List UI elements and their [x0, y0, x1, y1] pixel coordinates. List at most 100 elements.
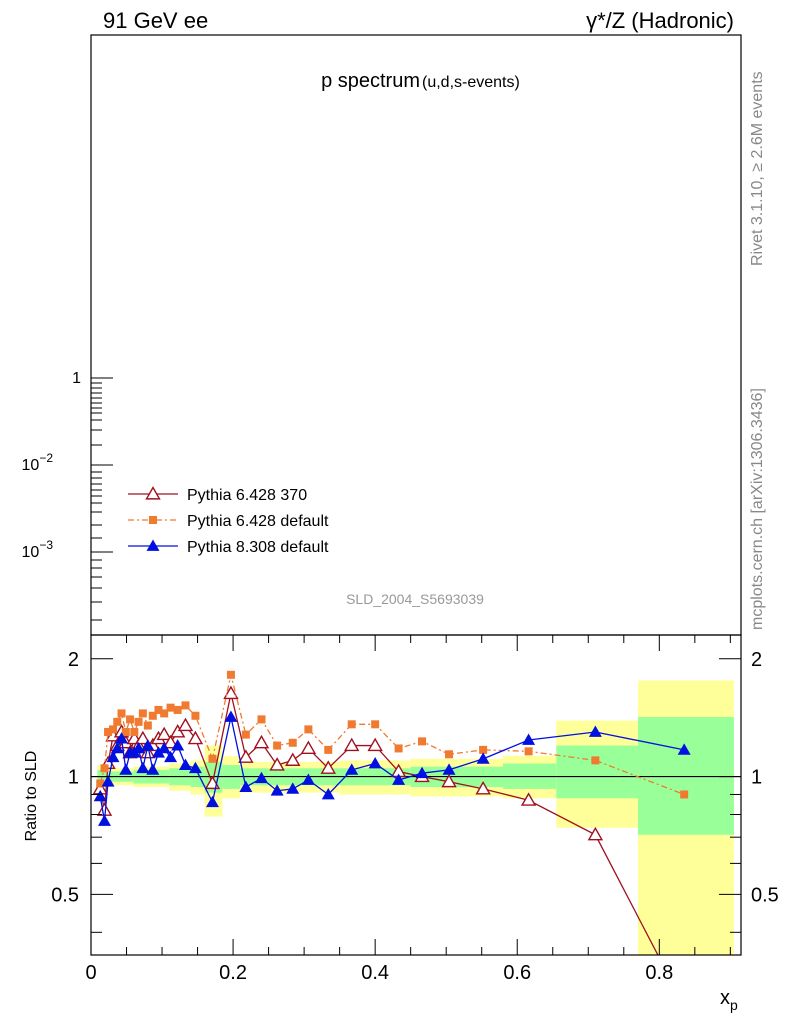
series-point: [522, 733, 536, 745]
header-energy-label: 91 GeV ee: [103, 8, 208, 33]
series-point: [138, 709, 147, 718]
side-mcplots-label: mcplots.cern.ch [arXiv:1306.3436]: [749, 388, 766, 630]
series-point: [106, 750, 120, 763]
series-point: [126, 715, 135, 724]
series-point: [162, 734, 179, 749]
series-point: [119, 763, 133, 775]
series-point: [286, 782, 300, 794]
series-point: [257, 715, 266, 724]
series-point: [117, 709, 126, 718]
series-point: [132, 741, 146, 754]
series-point: [141, 739, 155, 751]
series-point: [238, 749, 254, 763]
main-title-suffix: (u,d,s-events): [422, 74, 520, 91]
main-y-tick-label: 1: [72, 370, 81, 387]
series-point: [208, 754, 217, 763]
series-point: [441, 773, 457, 788]
series-point: [678, 999, 691, 1010]
series-point: [304, 725, 313, 734]
series-point: [273, 741, 282, 750]
series-point: [146, 763, 160, 775]
main-y-tick-exponent: −2: [39, 451, 53, 465]
main-y-axis: 1 10−2 10−3: [22, 370, 113, 621]
series-point: [270, 784, 284, 796]
main-y-tick-label: 10−2: [22, 451, 54, 474]
main-title: p spectrum: [321, 70, 420, 92]
series-point: [680, 790, 689, 799]
ratio-x-tick-label: 0.4: [361, 962, 389, 984]
series-point: [113, 717, 122, 726]
series-point: [160, 709, 169, 718]
series-point: [415, 766, 429, 779]
side-rivet-label: Rivet 3.1.10, ≥ 2.6M events: [749, 71, 766, 266]
main-y-tick-exponent: −3: [39, 538, 53, 552]
series-point: [136, 761, 150, 774]
ratio-series: [92, 670, 691, 1010]
analysis-watermark: SLD_2004_S5693039: [346, 591, 484, 607]
series-point: [135, 730, 151, 745]
series-point: [301, 773, 315, 785]
series-point: [115, 732, 129, 744]
legend-marker: [146, 539, 160, 551]
series-point: [134, 717, 143, 726]
series-point: [93, 789, 107, 802]
ratio-y-tick-label: 1: [68, 767, 79, 789]
series-point: [587, 826, 604, 841]
series-point: [104, 727, 113, 736]
ratio-x-tick-label: 0.2: [219, 962, 247, 984]
ratio-y-tick-label-right: 2: [751, 649, 762, 671]
series-point: [205, 795, 219, 808]
legend-label: Pythia 8.308 default: [187, 539, 329, 556]
series-point: [442, 763, 456, 775]
series-point: [239, 780, 253, 792]
series-point: [173, 705, 182, 714]
series-point: [156, 726, 172, 741]
series-point: [479, 745, 488, 754]
series-point: [224, 710, 238, 722]
series-point: [392, 773, 406, 785]
series-point: [345, 763, 359, 775]
series-point: [241, 730, 250, 739]
series-point: [254, 771, 268, 784]
x-axis-label-main: x: [720, 987, 730, 1009]
series-point: [101, 775, 115, 787]
series-point: [226, 670, 235, 679]
series-point: [157, 741, 171, 754]
series-point: [188, 761, 202, 774]
series-point: [166, 703, 175, 712]
series-point: [96, 802, 113, 816]
series-point: [191, 711, 200, 720]
series-point: [445, 750, 454, 759]
series-point: [178, 758, 192, 770]
series-point: [169, 724, 186, 738]
series-point: [475, 780, 491, 795]
ratio-axes: 0.5 0.5 1 1 2 2 0 0.2 0.4 0.6 0.8: [51, 635, 779, 984]
band-inner: [637, 716, 734, 835]
series-point: [394, 744, 403, 753]
series-point: [96, 779, 105, 788]
series-point: [121, 727, 130, 736]
ratio-y-tick-label: 2: [68, 649, 79, 671]
series-point: [300, 740, 317, 755]
main-y-tick-label: 10−3: [22, 538, 54, 561]
x-axis-label: xp: [720, 987, 738, 1013]
series-point: [418, 737, 427, 746]
series-point: [110, 741, 124, 754]
series-point: [154, 705, 163, 714]
series-line: [99, 674, 685, 796]
series-point: [524, 747, 533, 756]
series-point: [344, 737, 360, 752]
series-point: [588, 725, 602, 737]
series-point: [288, 738, 297, 747]
legend-marker: [145, 486, 161, 500]
series-point: [143, 721, 152, 730]
y-axis-label: Ratio to SLD: [23, 751, 40, 842]
legend-label: Pythia 6.428 default: [187, 513, 329, 530]
series-point: [109, 725, 118, 734]
ratio-y-tick-label-right: 0.5: [751, 884, 779, 906]
ratio-x-tick-label: 0.6: [503, 962, 531, 984]
series-point: [368, 756, 382, 769]
series-point: [321, 787, 335, 800]
series-point: [591, 756, 600, 765]
series-point: [223, 685, 239, 700]
